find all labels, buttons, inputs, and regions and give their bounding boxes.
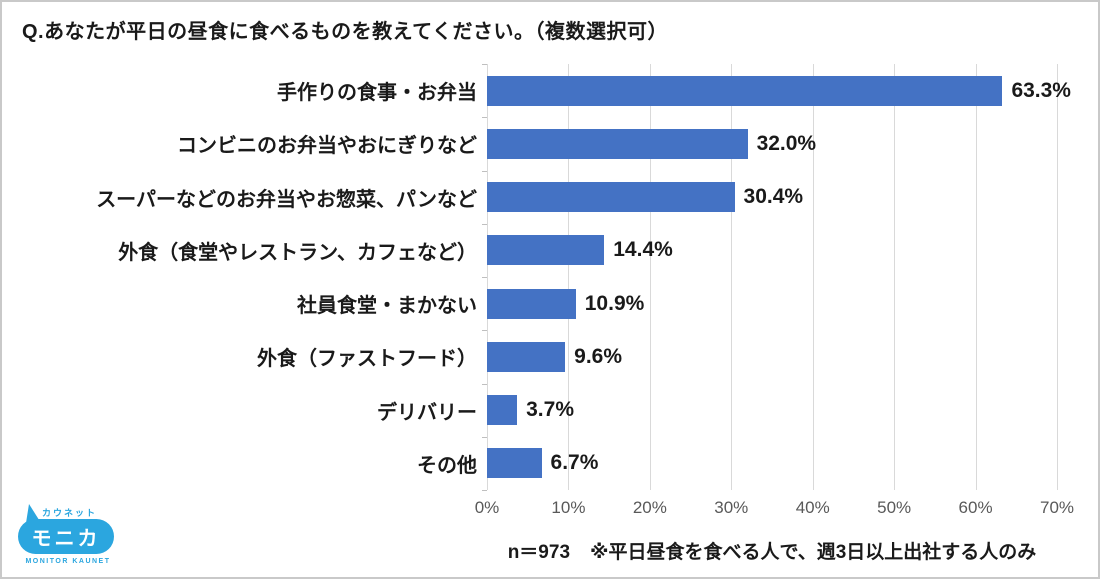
value-label: 9.6%	[574, 344, 623, 368]
category-label: 外食（ファストフード）	[257, 348, 477, 371]
footnote-condition: ※平日昼食を食べる人で、週3日以上出社する人のみ	[590, 542, 1037, 563]
category-label: デリバリー	[377, 401, 477, 424]
x-axis-tick: 70%	[1039, 498, 1075, 517]
chart-title: Q.あなたが平日の昼食に食べるものを教えてください。（複数選択可）	[22, 21, 669, 43]
bar	[487, 341, 566, 372]
bar-track: 6.7%	[487, 437, 1057, 490]
x-axis-tick: 40%	[795, 498, 830, 517]
bar	[487, 75, 1003, 106]
x-axis-tick: 50%	[877, 498, 912, 517]
gridline	[649, 64, 651, 490]
category-label: 社員食堂・まかない	[297, 295, 477, 318]
bar-track: 30.4%	[487, 171, 1057, 224]
x-axis-tick: 0%	[474, 498, 500, 517]
category-axis-tick	[482, 64, 487, 65]
logo-speech-bubble-icon: モニカ	[18, 519, 114, 554]
bar-rows: 手作りの食事・お弁当 63.3% コンビニのお弁当やおにぎりなど 32.0% ス…	[2, 64, 1071, 490]
gridline	[731, 64, 733, 490]
bar-row: 社員食堂・まかない 10.9%	[2, 277, 1057, 330]
value-label: 32.0%	[756, 131, 817, 155]
bar-row: 外食（食堂やレストラン、カフェなど） 14.4%	[2, 224, 1057, 277]
bar-row: 外食（ファストフード） 9.6%	[2, 330, 1057, 383]
gridline	[1057, 64, 1058, 490]
bar-row: その他 6.7%	[2, 437, 1057, 490]
category-label: 手作りの食事・お弁当	[277, 82, 477, 105]
monitor-kaunet-logo: カウネット モニカ MONITOR KAUNET	[18, 502, 118, 572]
logo-kaunet-text: カウネット	[42, 508, 98, 518]
bar	[487, 448, 542, 479]
category-label: スーパーなどのお弁当やお惣菜、パンなど	[96, 188, 477, 211]
category-label: コンビニのお弁当やおにぎりなど	[177, 135, 477, 158]
bar-row: スーパーなどのお弁当やお惣菜、パンなど 30.4%	[2, 171, 1057, 224]
x-axis-tick: 10%	[551, 498, 586, 517]
gridline	[812, 64, 814, 490]
bar-row: デリバリー 3.7%	[2, 384, 1057, 437]
value-label: 63.3%	[1011, 78, 1071, 102]
bar	[487, 395, 518, 426]
logo-bubble-spike-icon	[26, 504, 41, 523]
category-label: その他	[417, 454, 477, 477]
category-axis-tick	[482, 383, 487, 385]
bar-track: 10.9%	[487, 277, 1057, 330]
bar-track: 63.3%	[487, 64, 1071, 117]
category-axis-tick	[482, 277, 487, 278]
bar-track: 32.0%	[487, 117, 1057, 170]
x-axis-tick: 30%	[714, 498, 749, 517]
bar-track: 3.7%	[487, 384, 1057, 437]
logo-monitor-kaunet-text: MONITOR KAUNET	[25, 558, 111, 565]
value-label: 10.9%	[584, 291, 645, 315]
bar-track: 9.6%	[487, 330, 1057, 383]
bar	[487, 128, 748, 159]
value-label: 14.4%	[613, 238, 673, 262]
category-axis-tick	[482, 490, 487, 491]
gridline	[568, 64, 570, 490]
category-axis-tick	[482, 117, 487, 119]
gridline	[894, 64, 896, 490]
gridline	[487, 64, 488, 490]
category-axis-tick	[482, 436, 487, 438]
footnote: n＝973 ※平日昼食を食べる人で、週3日以上出社する人のみ	[487, 537, 1057, 564]
sample-size: n＝973	[507, 542, 571, 563]
value-label: 6.7%	[550, 451, 599, 475]
bar	[487, 288, 576, 319]
category-label: 外食（食堂やレストラン、カフェなど）	[118, 241, 477, 264]
value-label: 3.7%	[526, 398, 574, 422]
value-label: 30.4%	[743, 185, 804, 209]
category-axis-tick	[482, 223, 487, 225]
bar	[487, 235, 605, 266]
bar-row: コンビニのお弁当やおにぎりなど 32.0%	[2, 117, 1057, 170]
gridline-layer	[482, 64, 1058, 491]
bar-row: 手作りの食事・お弁当 63.3%	[2, 64, 1071, 117]
category-axis-tick	[482, 170, 487, 172]
x-axis-tick: 20%	[632, 498, 667, 517]
logo-monica-text: モニカ	[31, 528, 101, 550]
gridline	[975, 64, 977, 490]
x-axis: 0% 10% 20% 30% 40% 50% 60% 70%	[475, 498, 1074, 520]
bar-track: 14.4%	[487, 224, 1057, 277]
x-axis-tick: 60%	[958, 498, 993, 517]
category-axis-tick	[482, 330, 487, 332]
bar	[487, 182, 735, 213]
